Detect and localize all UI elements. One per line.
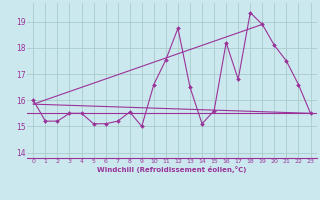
X-axis label: Windchill (Refroidissement éolien,°C): Windchill (Refroidissement éolien,°C) — [97, 166, 247, 173]
